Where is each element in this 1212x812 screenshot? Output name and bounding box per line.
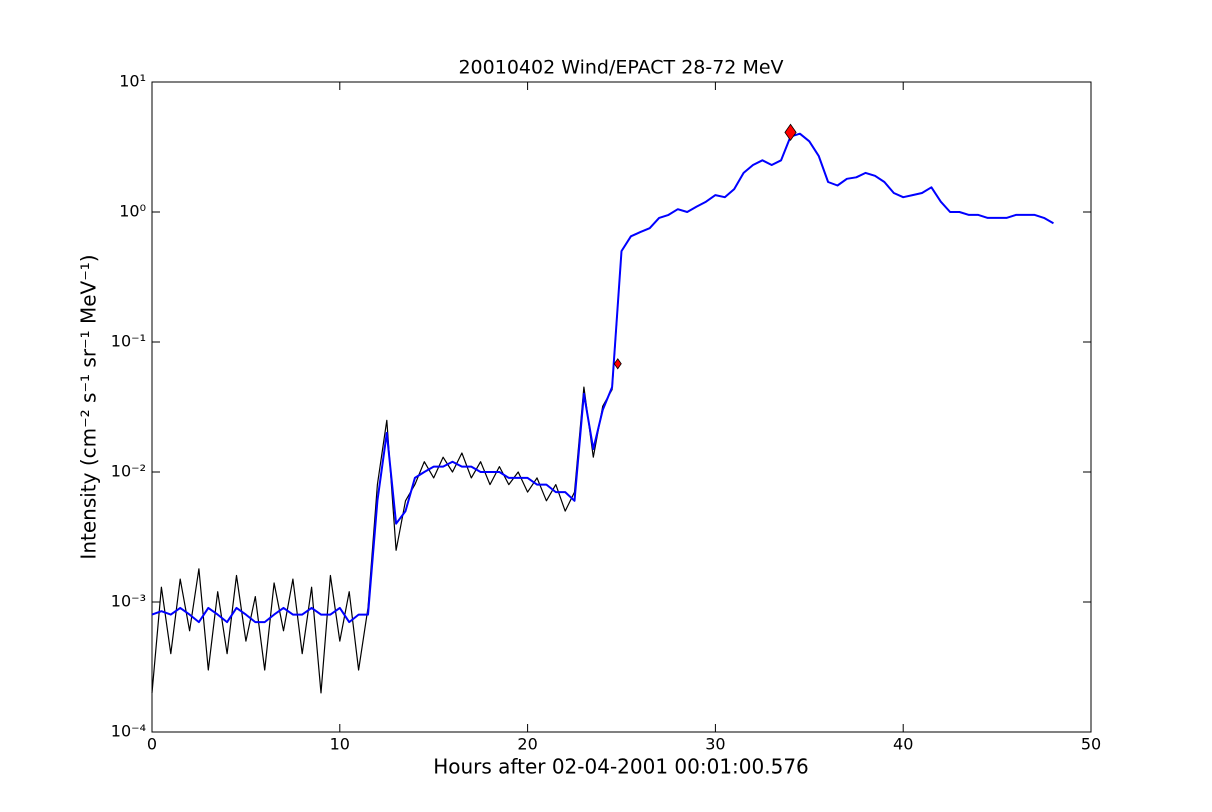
chart-title: 20010402 Wind/EPACT 28-72 MeV bbox=[458, 57, 783, 79]
y-tick-label: 10⁰ bbox=[119, 202, 146, 221]
x-tick-label: 40 bbox=[893, 735, 913, 754]
series-line bbox=[151, 132, 1054, 624]
x-tick-label: 0 bbox=[147, 735, 157, 754]
y-tick-label: 10⁻² bbox=[111, 462, 146, 481]
marker bbox=[784, 123, 797, 142]
y-tick-label: 10¹ bbox=[119, 72, 146, 91]
x-axis-label: Hours after 02-04-2001 00:01:00.576 bbox=[433, 755, 809, 779]
x-tick-label: 10 bbox=[330, 735, 350, 754]
plot-area bbox=[151, 81, 1092, 733]
x-tick-label: 20 bbox=[517, 735, 537, 754]
y-tick-label: 10⁻⁴ bbox=[111, 722, 146, 741]
y-tick-label: 10⁻¹ bbox=[111, 332, 146, 351]
y-axis-label: Intensity (cm⁻² s⁻¹ sr⁻¹ MeV⁻¹) bbox=[77, 254, 101, 559]
x-tick-label: 50 bbox=[1081, 735, 1101, 754]
y-tick-label: 10⁻³ bbox=[111, 592, 146, 611]
marker bbox=[613, 358, 622, 370]
x-tick-label: 30 bbox=[705, 735, 725, 754]
